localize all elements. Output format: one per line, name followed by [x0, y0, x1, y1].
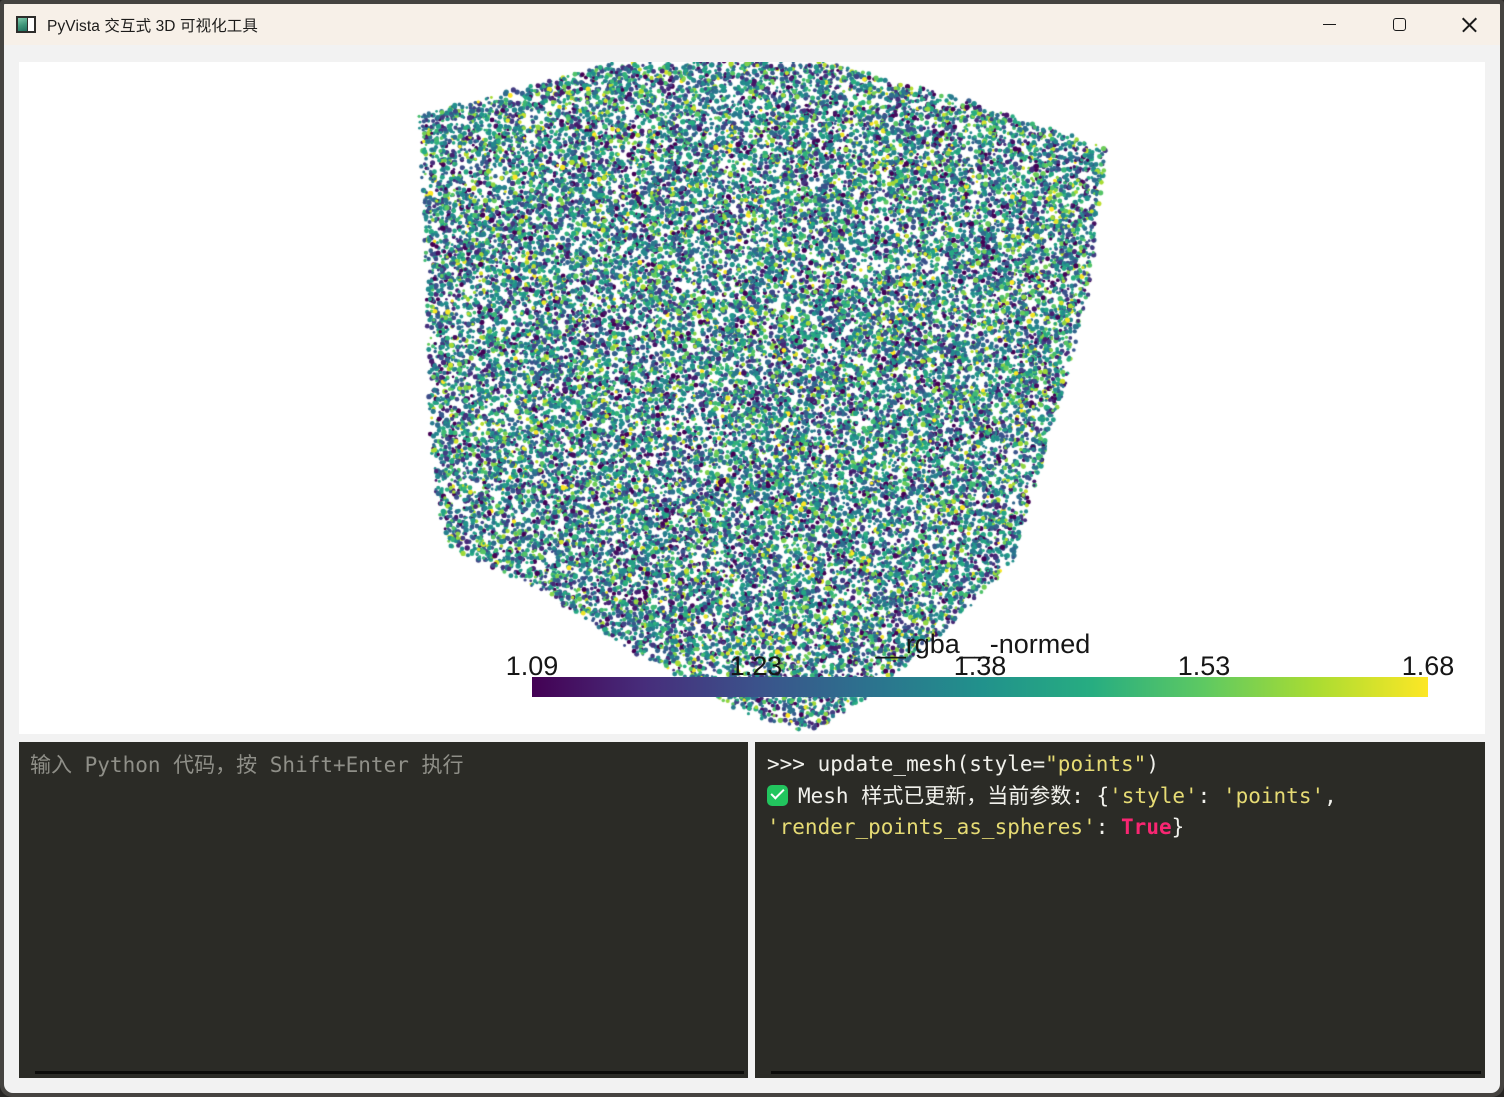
colorbar-tick-label: 1.53	[1177, 651, 1231, 681]
console-text-segment: 'points'	[1222, 783, 1325, 808]
maximize-button[interactable]	[1376, 4, 1422, 45]
colorbar-title: __rgba__-normed	[875, 629, 1091, 659]
colorbar-tick-label: 1.23	[729, 651, 783, 681]
console-output-panel: >>> update_mesh(style="points") Mesh 样式已更…	[755, 742, 1485, 1078]
console-line: 'render_points_as_spheres': True}	[767, 812, 1473, 844]
output-horizontal-scrollbar[interactable]	[771, 1071, 1481, 1074]
console-line: >>> update_mesh(style="points")	[767, 749, 1473, 781]
app-icon	[16, 16, 36, 33]
console-text-segment: )	[1146, 752, 1159, 776]
colorbar-tick-label: 1.38	[953, 651, 1007, 681]
console-output: >>> update_mesh(style="points") Mesh 样式已更…	[755, 742, 1485, 851]
console-line: Mesh 样式已更新，当前参数: {'style': 'points',	[767, 781, 1473, 813]
render-viewport[interactable]: __rgba__-normed 1.09 1.23 1.38 1.53 1.68	[19, 62, 1485, 734]
python-code-input[interactable]	[19, 742, 748, 1060]
window-title: PyVista 交互式 3D 可视化工具	[47, 17, 259, 35]
colorbar-tick-label: 1.68	[1401, 651, 1455, 681]
console-text-segment: "points"	[1045, 752, 1147, 776]
console-text-segment: :	[1197, 783, 1223, 808]
minimize-button[interactable]	[1306, 4, 1352, 45]
title-bar[interactable]: PyVista 交互式 3D 可视化工具	[4, 4, 1500, 45]
input-horizontal-scrollbar[interactable]	[35, 1071, 744, 1074]
colorbar-ticks: 1.09 1.23 1.38 1.53 1.68	[506, 651, 1455, 681]
console-text-segment: 'render_points_as_spheres'	[767, 815, 1096, 839]
console-text-segment: 'style'	[1109, 783, 1198, 808]
maximize-icon	[1392, 18, 1406, 31]
console-text-segment: :	[1095, 815, 1122, 839]
point-cloud-canvas[interactable]	[19, 62, 1485, 734]
close-button[interactable]	[1446, 4, 1492, 45]
window-controls	[1306, 4, 1492, 45]
console-text-segment: True	[1121, 815, 1172, 839]
console-text-segment: ,	[1324, 783, 1337, 808]
close-icon	[1461, 16, 1478, 33]
console-text-segment: Mesh 样式已更新，当前参数: {	[798, 783, 1110, 808]
colorbar-gradient	[532, 677, 1428, 697]
python-input-panel	[19, 742, 748, 1078]
app-window-inner: PyVista 交互式 3D 可视化工具 __rgba__-normed 1.0…	[4, 4, 1500, 1093]
console-text-segment: }	[1171, 815, 1185, 839]
minimize-icon	[1322, 24, 1336, 25]
success-check-icon	[767, 784, 788, 806]
console-text-segment: >>> update_mesh(style=	[767, 752, 1046, 776]
colorbar-tick-label: 1.09	[505, 651, 559, 681]
